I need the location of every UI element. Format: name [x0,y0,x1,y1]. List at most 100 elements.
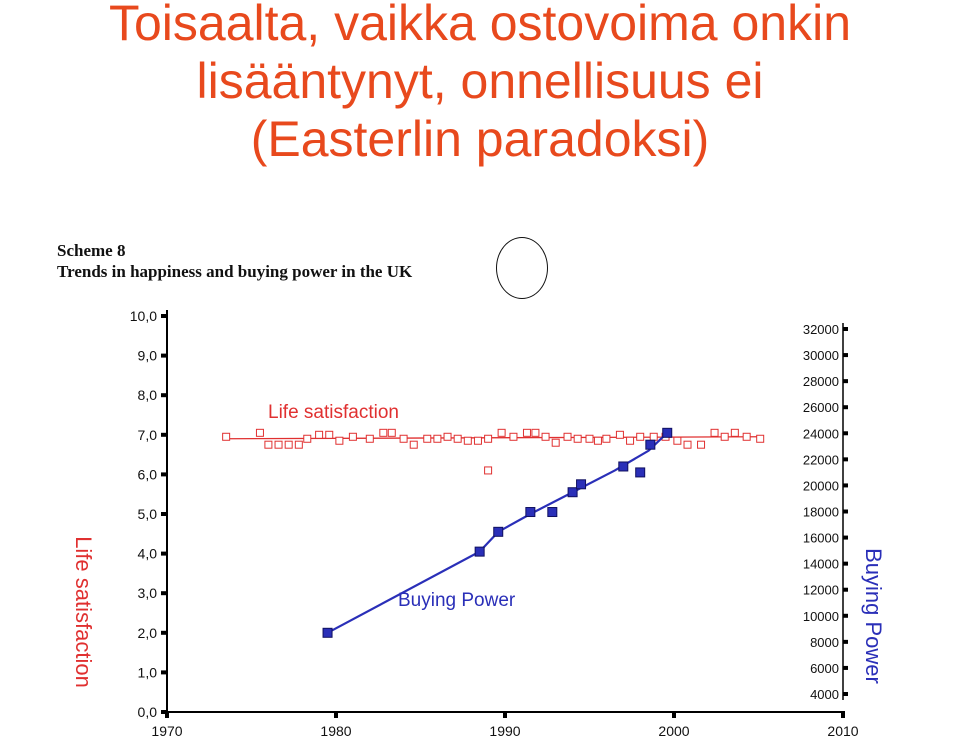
left-tick-mark [161,670,167,675]
left-tick-label: 1,0 [138,664,158,680]
data-point [551,438,560,447]
x-tick-label: 1970 [151,723,182,739]
right-tick-mark [843,405,848,410]
series-buying-power [322,427,673,638]
right-tick-label: 14000 [803,557,839,572]
data-point [335,436,344,445]
left-tick-mark [161,393,167,398]
left-tick-mark [161,710,167,714]
data-point [387,428,396,437]
left-tick-label: 7,0 [138,427,158,443]
left-tick-label: 9,0 [138,348,158,364]
data-point [453,434,462,443]
data-point [563,432,572,441]
data-point [255,428,264,437]
x-tick-label: 2000 [658,723,689,739]
data-point [303,434,312,443]
data-point [742,432,751,441]
data-point [264,440,273,449]
right-axis-ticks: 4000 6000 8000 10000 12000 14000 16000 18000 200… [803,322,848,702]
data-point [509,432,518,441]
data-point [585,434,594,443]
left-axis-title: Life satisfaction [71,536,96,688]
data-point [463,436,472,445]
right-tick-mark [843,692,848,696]
right-tick-label: 26000 [803,400,839,415]
data-point [484,434,493,443]
data-point [573,434,582,443]
data-point [649,432,658,441]
series-label-life-satisfaction: Life satisfaction [268,402,399,423]
x-tick-mark [503,712,507,718]
data-point [626,436,635,445]
left-tick-label: 6,0 [138,466,158,482]
data-point [222,432,231,441]
right-tick-mark [843,327,848,331]
x-tick-label: 1980 [320,723,351,739]
right-tick-mark [843,639,848,644]
data-point [615,430,624,439]
left-tick-mark [161,432,167,437]
data-point [683,440,692,449]
right-axis-title: Buying Power [861,548,886,684]
data-point [593,436,602,445]
right-tick-mark [843,509,848,514]
data-point [365,434,374,443]
right-tick-mark [843,587,848,592]
right-tick-label: 24000 [803,426,839,441]
left-tick-label: 8,0 [138,387,158,403]
left-tick-mark [161,551,167,556]
x-tick-label: 1990 [489,723,520,739]
uk-highlight-circle [496,237,548,299]
right-tick-mark [843,561,848,566]
right-tick-mark [843,535,848,540]
x-tick-mark [334,712,338,718]
x-axis-ticks: 1970 1980 1990 2000 2010 [151,712,859,739]
right-tick-mark [843,613,848,618]
data-point [662,427,673,438]
scheme-subtitle-text: Trends in happiness and buying power in … [57,262,383,281]
left-tick-mark [161,472,167,477]
right-tick-mark [843,379,848,384]
data-point [484,466,493,475]
data-point [756,434,765,443]
right-tick-label: 12000 [803,583,839,598]
left-tick-label: 10,0 [130,308,157,324]
left-tick-label: 5,0 [138,506,158,522]
x-tick-mark [841,712,845,718]
right-tick-label: 8000 [810,635,839,650]
data-point [710,428,719,437]
data-point [576,479,587,490]
data-point [433,434,442,443]
right-tick-label: 4000 [810,687,839,702]
data-point [635,467,646,478]
data-point [567,487,578,498]
data-point [379,428,388,437]
data-point [497,428,506,437]
right-tick-label: 16000 [803,531,839,546]
right-tick-label: 10000 [803,609,839,624]
series-layer [222,427,765,638]
chart-axes [166,310,845,713]
data-point [602,434,611,443]
right-tick-label: 6000 [810,661,839,676]
left-tick-label: 2,0 [138,625,158,641]
data-point [473,436,482,445]
data-point [618,461,629,472]
data-point [294,440,303,449]
left-tick-mark [161,512,167,516]
data-point [315,430,324,439]
x-tick-mark [165,712,169,718]
x-tick-label: 2010 [827,723,858,739]
data-point [645,439,656,450]
right-tick-mark [843,353,848,358]
data-point [443,432,452,441]
data-point [423,434,432,443]
left-tick-mark [161,353,167,358]
data-point [531,428,540,437]
scheme-subtitle: Trends in happiness and buying power in … [57,261,412,282]
series-life-satisfaction [222,428,765,475]
data-point [474,546,485,557]
data-point [399,434,408,443]
